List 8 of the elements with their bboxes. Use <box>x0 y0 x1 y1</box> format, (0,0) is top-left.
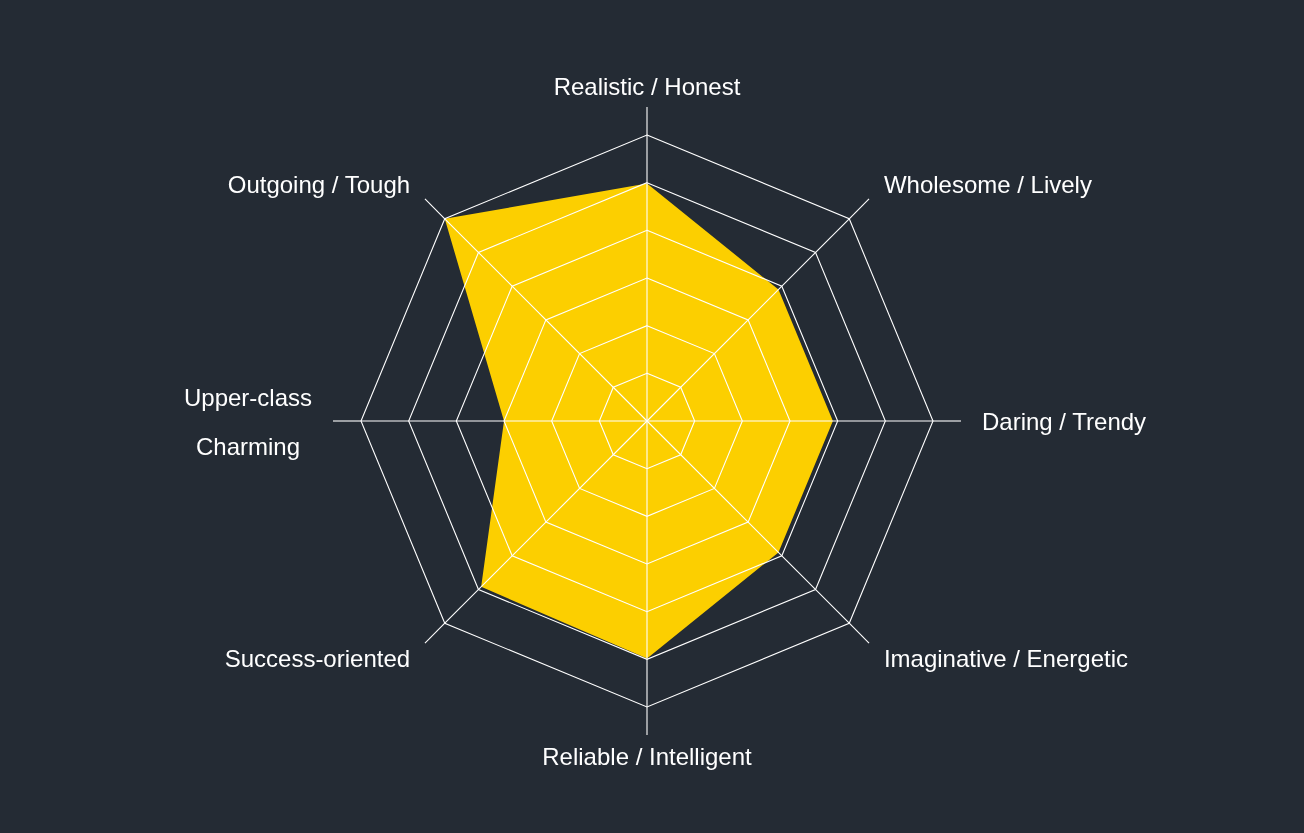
spoke-label: Realistic / Honest <box>553 72 741 100</box>
spoke-label: Upper-class Charming <box>183 383 312 459</box>
spoke-label: Wholesome / Lively <box>883 170 1092 198</box>
spoke-label: Reliable / Intelligent <box>542 742 753 770</box>
spoke-label: Daring / Trendy <box>982 407 1147 435</box>
spoke-label: Outgoing / Tough <box>227 170 411 198</box>
spoke-label: Success-oriented <box>224 644 411 672</box>
spoke-label: Imaginative / Energetic <box>883 644 1129 672</box>
